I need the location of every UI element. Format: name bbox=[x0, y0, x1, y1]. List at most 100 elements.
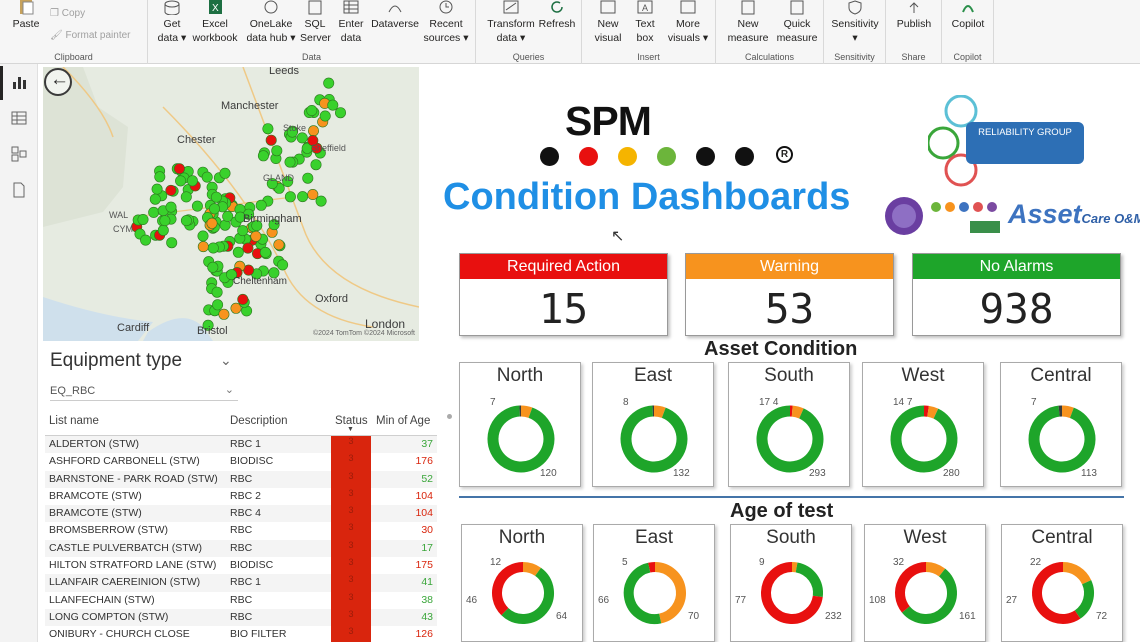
map-site-marker[interactable] bbox=[151, 183, 163, 195]
donut-segment[interactable] bbox=[927, 405, 939, 419]
donut-segment[interactable] bbox=[925, 562, 946, 577]
map-site-marker[interactable] bbox=[222, 210, 234, 222]
dataverse-button[interactable]: Dataverse bbox=[370, 0, 420, 31]
map-site-marker[interactable] bbox=[232, 246, 244, 258]
age-of-test-donut-east[interactable]: East 5 70 66 bbox=[593, 524, 715, 642]
table-row[interactable]: ONIBURY - CHURCH CLOSE BIO FILTER 3 126 bbox=[45, 626, 437, 642]
table-row[interactable]: ALDERTON (STW) RBC 1 3 37 bbox=[45, 436, 437, 454]
donut-segment[interactable] bbox=[492, 562, 524, 616]
more-visuals-button[interactable]: More visuals ▾ bbox=[664, 0, 712, 45]
map-site-marker[interactable] bbox=[307, 189, 319, 201]
map-site-marker[interactable] bbox=[315, 195, 327, 207]
map-site-marker[interactable] bbox=[268, 267, 280, 279]
donut-segment[interactable] bbox=[648, 561, 656, 573]
paste-button[interactable]: Paste bbox=[6, 0, 46, 31]
map-site-marker[interactable] bbox=[334, 107, 346, 119]
map-site-marker[interactable] bbox=[306, 104, 318, 116]
table-view-icon[interactable] bbox=[11, 110, 27, 126]
donut-segment[interactable] bbox=[522, 562, 541, 577]
map-site-marker[interactable] bbox=[140, 234, 152, 246]
header-min-of-age[interactable]: Min of Age bbox=[376, 415, 431, 427]
table-row[interactable]: BRAMCOTE (STW) RBC 4 3 104 bbox=[45, 505, 437, 523]
map-site-marker[interactable] bbox=[277, 259, 289, 271]
map-site-marker[interactable] bbox=[210, 191, 222, 203]
map-site-marker[interactable] bbox=[297, 191, 309, 203]
donut-segment[interactable] bbox=[487, 405, 555, 473]
donut-segment[interactable] bbox=[520, 405, 533, 418]
table-row[interactable]: LLANFAIR CAEREINION (STW) RBC 1 3 41 bbox=[45, 574, 437, 592]
table-row[interactable]: ASHFORD CARBONELL (STW) BIODISC 3 176 bbox=[45, 453, 437, 471]
table-row[interactable]: LLANFECHAIN (STW) RBC 3 38 bbox=[45, 591, 437, 609]
map-site-marker[interactable] bbox=[212, 299, 224, 311]
map-site-marker[interactable] bbox=[255, 199, 267, 211]
map-site-marker[interactable] bbox=[180, 191, 192, 203]
map-site-marker[interactable] bbox=[266, 178, 278, 190]
donut-segment[interactable] bbox=[501, 567, 554, 624]
header-description[interactable]: Description bbox=[230, 415, 288, 427]
get-data-button[interactable]: Get data ▾ bbox=[154, 0, 190, 45]
map-site-marker[interactable] bbox=[271, 145, 283, 157]
enter-data-button[interactable]: Enter data bbox=[336, 0, 366, 45]
map-site-marker[interactable] bbox=[302, 172, 314, 184]
donut-segment[interactable] bbox=[623, 562, 662, 625]
sql-server-button[interactable]: SQL Server bbox=[300, 0, 331, 45]
report-view-icon[interactable] bbox=[11, 74, 27, 90]
site-map[interactable]: Leeds Manchester Chester Birmingham Oxfo… bbox=[43, 67, 419, 341]
map-site-marker[interactable] bbox=[180, 215, 192, 227]
map-site-marker[interactable] bbox=[284, 191, 296, 203]
donut-segment[interactable] bbox=[620, 405, 688, 473]
map-site-marker[interactable] bbox=[219, 167, 231, 179]
donut-segment[interactable] bbox=[1062, 562, 1092, 585]
map-site-marker[interactable] bbox=[137, 214, 149, 226]
donut-segment[interactable] bbox=[1061, 405, 1074, 419]
map-site-marker[interactable] bbox=[149, 193, 161, 205]
map-site-marker[interactable] bbox=[310, 159, 322, 171]
map-site-marker[interactable] bbox=[234, 211, 246, 223]
map-site-marker[interactable] bbox=[250, 230, 262, 242]
donut-segment[interactable] bbox=[756, 405, 824, 473]
map-site-marker[interactable] bbox=[211, 286, 223, 298]
donut-segment[interactable] bbox=[653, 405, 666, 418]
asset-condition-donut-central[interactable]: Central 7 113 bbox=[1000, 362, 1122, 487]
map-site-marker[interactable] bbox=[202, 319, 214, 331]
asset-condition-donut-east[interactable]: East 8 132 bbox=[592, 362, 714, 487]
map-site-marker[interactable] bbox=[165, 201, 177, 213]
excel-workbook-button[interactable]: X Excel workbook bbox=[190, 0, 240, 45]
chevron-down-icon[interactable]: ⌄ bbox=[220, 352, 232, 368]
transform-data-button[interactable]: Transform data ▾ bbox=[486, 0, 536, 45]
map-site-marker[interactable] bbox=[307, 125, 319, 137]
map-site-marker[interactable] bbox=[207, 242, 219, 254]
donut-segment[interactable] bbox=[761, 562, 823, 624]
map-site-marker[interactable] bbox=[268, 219, 280, 231]
donut-segment[interactable] bbox=[1028, 405, 1096, 473]
header-list-name[interactable]: List name bbox=[49, 415, 99, 427]
map-site-marker[interactable] bbox=[157, 224, 169, 236]
back-arrow-button[interactable] bbox=[44, 68, 72, 96]
map-site-marker[interactable] bbox=[197, 241, 209, 253]
donut-segment[interactable] bbox=[1032, 562, 1081, 624]
age-of-test-donut-central[interactable]: Central 22 72 27 bbox=[1001, 524, 1123, 642]
map-site-marker[interactable] bbox=[207, 261, 219, 273]
scroll-handle[interactable] bbox=[447, 414, 452, 419]
kpi-required-action[interactable]: Required Action 15 bbox=[459, 253, 668, 336]
map-site-marker[interactable] bbox=[327, 99, 339, 111]
age-of-test-donut-south[interactable]: South 9 232 77 bbox=[730, 524, 852, 642]
donut-segment[interactable] bbox=[901, 568, 957, 624]
header-status[interactable]: Status bbox=[335, 415, 368, 427]
map-site-marker[interactable] bbox=[218, 308, 230, 320]
map-site-marker[interactable] bbox=[166, 237, 178, 249]
age-of-test-donut-north[interactable]: North 12 64 46 bbox=[461, 524, 583, 642]
donut-segment[interactable] bbox=[654, 562, 686, 624]
copy-button[interactable]: ❐ Copy bbox=[50, 8, 86, 19]
donut-segment[interactable] bbox=[890, 405, 958, 473]
donut-segment[interactable] bbox=[795, 562, 823, 597]
donut-segment[interactable] bbox=[791, 405, 804, 419]
map-site-marker[interactable] bbox=[154, 171, 166, 183]
map-site-marker[interactable] bbox=[201, 171, 213, 183]
map-site-marker[interactable] bbox=[206, 217, 218, 229]
map-site-marker[interactable] bbox=[273, 239, 285, 251]
onelake-button[interactable]: OneLake data hub ▾ bbox=[244, 0, 298, 45]
format-painter-button[interactable]: 🖌︎ Format painter bbox=[50, 30, 131, 41]
map-site-marker[interactable] bbox=[197, 230, 209, 242]
asset-condition-donut-west[interactable]: West 14 7 280 bbox=[862, 362, 984, 487]
